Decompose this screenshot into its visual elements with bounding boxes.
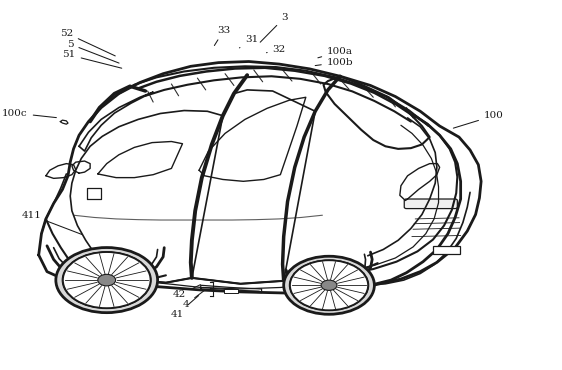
Text: 33: 33 xyxy=(214,26,230,46)
Ellipse shape xyxy=(56,248,157,313)
Ellipse shape xyxy=(321,280,337,290)
Text: 41: 41 xyxy=(171,296,198,319)
Text: 3: 3 xyxy=(260,13,288,42)
Text: 100b: 100b xyxy=(315,58,353,67)
Text: 42: 42 xyxy=(173,285,201,299)
FancyBboxPatch shape xyxy=(404,199,457,209)
Text: 411: 411 xyxy=(21,211,82,235)
Ellipse shape xyxy=(289,260,369,311)
Ellipse shape xyxy=(62,252,151,309)
Text: 32: 32 xyxy=(266,45,286,54)
Text: 100c: 100c xyxy=(2,109,56,118)
Text: 52: 52 xyxy=(60,28,115,56)
Bar xyxy=(224,289,238,293)
Text: 51: 51 xyxy=(62,50,122,68)
Text: 31: 31 xyxy=(239,35,258,48)
Text: 4: 4 xyxy=(183,290,205,309)
Ellipse shape xyxy=(284,256,374,314)
Bar xyxy=(433,246,460,254)
Text: 100a: 100a xyxy=(318,47,353,58)
Ellipse shape xyxy=(98,274,116,286)
Text: 5: 5 xyxy=(67,40,119,63)
Text: 100: 100 xyxy=(454,111,504,128)
